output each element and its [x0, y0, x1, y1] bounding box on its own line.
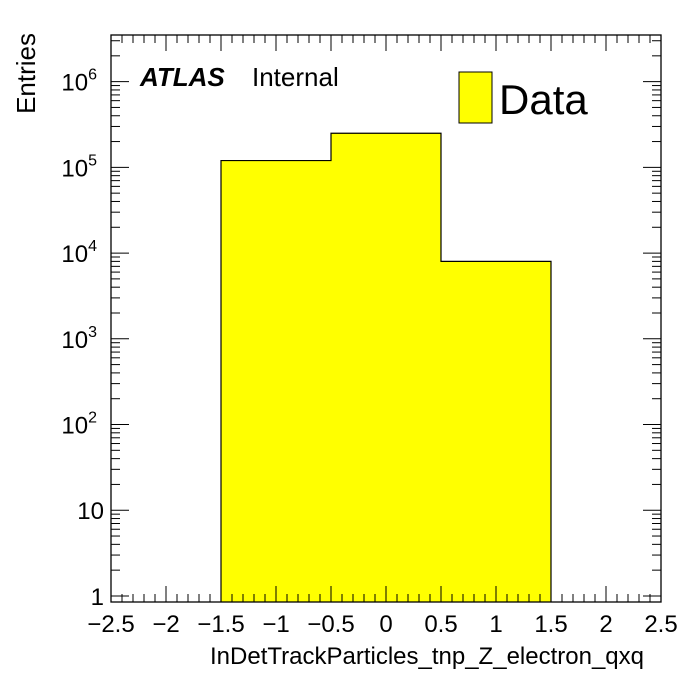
- x-tick-label: −1: [262, 611, 289, 638]
- histogram-outline: [220, 132, 552, 602]
- x-tick-label: −2: [152, 611, 179, 638]
- y-tick-label: 10: [77, 498, 104, 525]
- y-tick-label: 105: [61, 152, 97, 182]
- ticks-layer: [110, 35, 662, 602]
- y-axis-title: Entries: [11, 33, 41, 114]
- histogram-bin: [441, 261, 551, 602]
- bars-layer: [220, 132, 552, 602]
- x-tick-label: 2.5: [644, 611, 677, 638]
- x-tick-label: 1.5: [534, 611, 567, 638]
- legend: Data: [458, 71, 588, 124]
- x-tick-label: 1: [489, 611, 502, 638]
- y-tick-label: 102: [61, 410, 97, 440]
- histogram-bin: [331, 133, 441, 602]
- y-tick-label: 106: [61, 67, 97, 97]
- x-tick-label: −2.5: [87, 611, 134, 638]
- x-axis-title: InDetTrackParticles_tnp_Z_electron_qxq: [210, 643, 644, 670]
- x-tick-label: 0.5: [424, 611, 457, 638]
- labels-layer: −2.5 −2 −1.5 −1 −0.5 0 0.5 1 1.5 2 2.5 1 10 102 103 104…: [61, 67, 677, 638]
- y-tick-label: 103: [61, 324, 97, 354]
- x-tick-label: −0.5: [307, 611, 354, 638]
- legend-swatch: [458, 71, 493, 124]
- x-tick-label: 0: [379, 611, 392, 638]
- x-tick-label: −1.5: [197, 611, 244, 638]
- legend-label-data: Data: [499, 76, 588, 123]
- internal-label: Internal: [252, 62, 339, 92]
- histogram-bin: [221, 160, 331, 602]
- atlas-label: ATLAS: [139, 62, 225, 92]
- plot-frame: [110, 34, 662, 603]
- x-tick-label: 2: [599, 611, 612, 638]
- y-tick-label: 1: [91, 584, 104, 611]
- y-tick-label: 104: [61, 238, 97, 268]
